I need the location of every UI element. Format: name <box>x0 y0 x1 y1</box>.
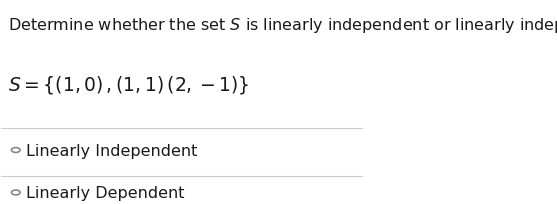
Text: $S = \{(1,0)\,,(1,1)\,(2,-1)\}$: $S = \{(1,0)\,,(1,1)\,(2,-1)\}$ <box>8 74 250 96</box>
Text: Determine whether the set $S$ is linearly independent or linearly independent.: Determine whether the set $S$ is linearl… <box>8 16 557 34</box>
Text: Linearly Independent: Linearly Independent <box>26 143 197 158</box>
Text: Linearly Dependent: Linearly Dependent <box>26 185 184 200</box>
